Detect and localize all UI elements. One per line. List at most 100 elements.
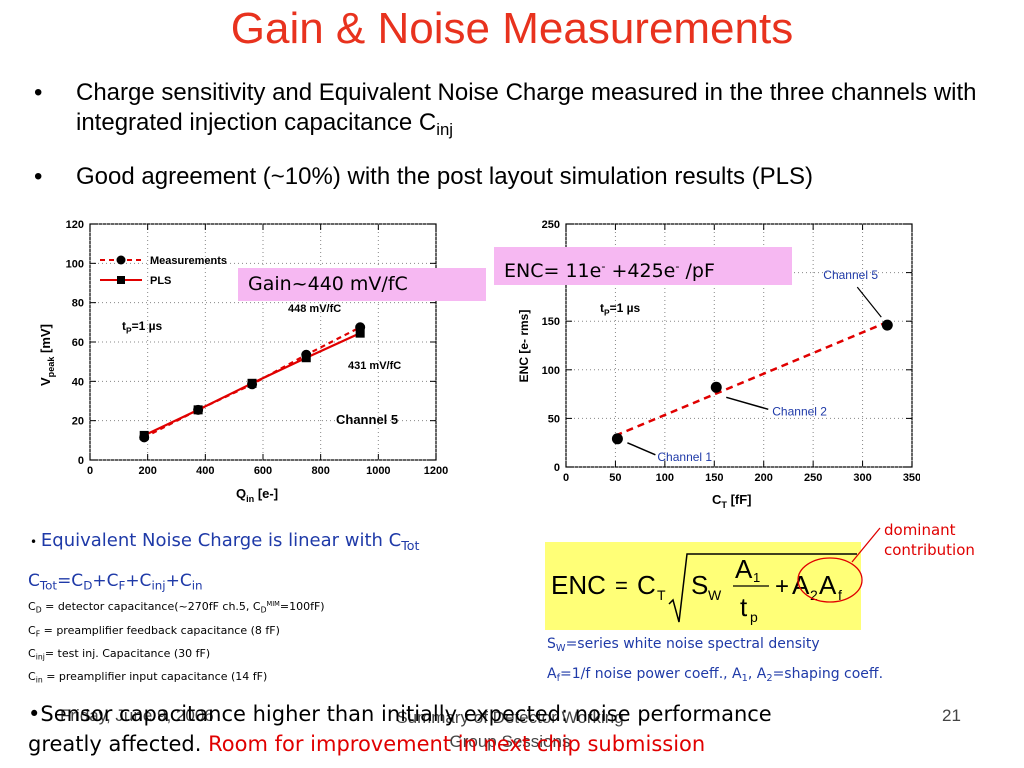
- ctot-formula: CTot=CD+CF+Cinj+Cin: [28, 571, 203, 593]
- enc-formula: ENC = C T S W A 1 t p + A 2 A f: [551, 553, 857, 625]
- ctot-part-0: C: [28, 571, 40, 591]
- def-cf: CF = preamplifier feedback capacitance (…: [28, 624, 280, 639]
- x-tick-label: 600: [254, 465, 272, 477]
- ctot-sub-3: D: [83, 578, 93, 593]
- x-tick-label: 350: [903, 472, 920, 484]
- formula-s-sub: W: [708, 587, 722, 603]
- tp-annotation: tP=1 µs: [600, 301, 641, 318]
- y-tick-label: 20: [72, 416, 84, 428]
- formula-af: A: [819, 570, 837, 600]
- y-tick-label: 40: [72, 376, 84, 388]
- y-tick-label: 100: [66, 258, 84, 270]
- sw-definition: SW=series white noise spectral density: [547, 636, 820, 654]
- formula-enc: ENC: [551, 570, 606, 600]
- conclusion-line-2: greatly affected. Room for improvement i…: [28, 732, 706, 756]
- ctot-sub-7: inj: [151, 578, 166, 593]
- formula-c: C: [637, 570, 656, 600]
- formula-eq: =: [615, 573, 628, 598]
- footer-center: Summary of Detector Working Group Sessio…: [396, 708, 624, 751]
- x-tick-label: 800: [311, 465, 329, 477]
- slide-title: Gain & Noise Measurements: [230, 4, 794, 53]
- x-tick-label: 0: [563, 472, 569, 484]
- x-tick-label: 1000: [366, 465, 390, 477]
- x-tick-label: 100: [656, 472, 674, 484]
- ctot-part-6: +C: [125, 571, 152, 591]
- gain-measured-annotation: 448 mV/fC: [288, 303, 341, 315]
- x-tick-label: 300: [853, 472, 871, 484]
- channel-2-leader: [726, 396, 769, 411]
- x-tick-label: 200: [755, 472, 773, 484]
- sqrt-sign: [668, 553, 857, 623]
- data-point-square: [301, 353, 311, 363]
- x-tick-label: 400: [196, 465, 214, 477]
- y-tick-label: 150: [542, 316, 560, 328]
- def-cin: Cin = preamplifier input capacitance (14…: [28, 670, 268, 685]
- legend-marker-pls: [117, 276, 125, 284]
- bullet-2: • Good agreement (~10%) with the post la…: [30, 162, 1010, 192]
- x-tick-label: 200: [138, 465, 156, 477]
- formula-den: t: [740, 592, 748, 622]
- formula-plus: +: [775, 573, 789, 600]
- data-point-square: [247, 378, 257, 388]
- x-axis-label: Qin [e-]: [236, 486, 278, 504]
- bullet-dot: •: [34, 79, 43, 106]
- def-cinj: Cinj= test inj. Capacitance (30 fF): [28, 647, 211, 662]
- y-tick-label: 0: [78, 455, 84, 467]
- y-tick-label: 80: [72, 298, 84, 310]
- legend-label-measurements: Measurements: [150, 255, 227, 267]
- y-tick-label: 0: [554, 462, 560, 474]
- channel-5-leader: [856, 286, 882, 318]
- y-tick-label: 60: [72, 337, 84, 349]
- data-point: [881, 319, 893, 331]
- gain-pls-annotation: 431 mV/fC: [348, 360, 401, 372]
- footer-page-number: 21: [942, 706, 961, 725]
- y-axis-label: ENC [e- rms]: [517, 310, 531, 383]
- ctot-sub-5: F: [118, 578, 126, 593]
- def-cd: CD = detector capacitance(~270fF ch.5, C…: [28, 600, 325, 615]
- data-point-square: [193, 405, 203, 415]
- bullet-dot: •: [34, 163, 43, 190]
- gain-chart-svg: 0 200 400 600 800 1000 1200 0 20 40 60 80 100 120 Qin …: [38, 219, 448, 504]
- conclusion-line-1: •Sensor capacitance higher than initiall…: [28, 702, 772, 726]
- channel-1-leader: [627, 442, 656, 456]
- formula-num: A: [735, 554, 753, 584]
- enc-linear-text: • Equivalent Noise Charge is linear with…: [30, 530, 420, 553]
- formula-c-sub: T: [657, 587, 666, 603]
- y-tick-label: 100: [542, 365, 560, 377]
- formula-a2: A: [792, 570, 810, 600]
- formula-den-sub: p: [750, 609, 758, 625]
- formula-s: S: [691, 570, 708, 600]
- bullet-2-text: Good agreement (~10%) with the post layo…: [76, 163, 814, 190]
- channel-annotation: Channel 5: [336, 412, 398, 427]
- y-tick-label: 50: [548, 413, 560, 425]
- x-tick-label: 1200: [424, 465, 448, 477]
- ctot-part-2: =C: [57, 571, 84, 591]
- enc-summary-box: ENC= 11e- +425e- /pF: [494, 247, 792, 285]
- gain-summary-box: Gain~440 mV/fC: [238, 268, 486, 301]
- channel-1-label: Channel 1: [657, 450, 712, 464]
- y-tick-label: 120: [66, 219, 84, 231]
- x-tick-label: 0: [87, 465, 93, 477]
- x-axis-label: CT [fF]: [712, 492, 752, 510]
- enc-formula-box: ENC = C T S W A 1 t p + A 2 A f: [545, 542, 861, 630]
- dominant-ellipse: [797, 527, 881, 603]
- gain-chart: 0 200 400 600 800 1000 1200 0 20 40 60 80 100 120 Qin …: [30, 214, 470, 514]
- data-point: [710, 381, 722, 393]
- channel-5-label: Channel 5: [823, 268, 878, 282]
- footer-date: Friday, June 9, 2006: [60, 706, 214, 725]
- data-point-square: [355, 328, 365, 338]
- data-point-square: [139, 430, 149, 440]
- ctot-sub-1: Tot: [39, 578, 58, 593]
- channel-2-label: Channel 2: [772, 404, 827, 418]
- formula-a2-sub: 2: [810, 587, 818, 603]
- ctot-sub-9: in: [191, 578, 203, 593]
- formula-af-sub: f: [838, 587, 842, 603]
- ctot-part-8: +C: [165, 571, 192, 591]
- legend-marker-measurements: [116, 255, 126, 265]
- dominant-contribution-label: dominant contribution: [884, 521, 975, 559]
- y-axis-label: Vpeak [mV]: [38, 324, 56, 386]
- x-tick-label: 50: [609, 472, 621, 484]
- tp-annotation: tP=1 µs: [122, 319, 163, 336]
- bullet-1-text: Charge sensitivity and Equivalent Noise …: [76, 79, 977, 140]
- data-point: [611, 433, 623, 445]
